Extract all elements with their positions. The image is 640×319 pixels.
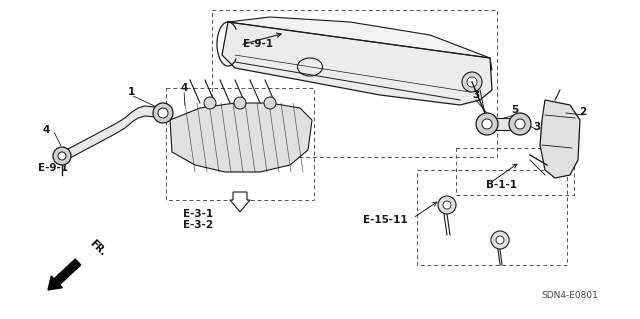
Text: 4: 4 xyxy=(42,125,50,135)
Text: 3: 3 xyxy=(533,122,541,132)
Polygon shape xyxy=(222,22,492,105)
Circle shape xyxy=(482,119,492,129)
Text: B-1-1: B-1-1 xyxy=(486,180,517,190)
Circle shape xyxy=(158,108,168,118)
Text: E-9-1: E-9-1 xyxy=(38,163,68,173)
Bar xyxy=(212,10,497,157)
Circle shape xyxy=(53,147,71,165)
Circle shape xyxy=(443,201,451,209)
Circle shape xyxy=(153,103,173,123)
Text: 3: 3 xyxy=(472,90,479,100)
Text: 2: 2 xyxy=(579,107,587,117)
Text: 4: 4 xyxy=(180,83,188,93)
Polygon shape xyxy=(170,103,312,172)
Text: E-3-2: E-3-2 xyxy=(183,220,213,230)
Text: SDN4-E0801: SDN4-E0801 xyxy=(541,291,598,300)
Polygon shape xyxy=(487,118,520,130)
Bar xyxy=(166,88,314,200)
Polygon shape xyxy=(62,106,163,162)
Text: E-9-1: E-9-1 xyxy=(243,39,273,49)
Polygon shape xyxy=(228,17,492,70)
Bar xyxy=(417,170,567,265)
Circle shape xyxy=(462,72,482,92)
FancyArrow shape xyxy=(48,259,81,290)
Circle shape xyxy=(496,236,504,244)
Circle shape xyxy=(476,113,498,135)
Circle shape xyxy=(491,231,509,249)
Circle shape xyxy=(438,196,456,214)
FancyArrow shape xyxy=(230,192,250,212)
Circle shape xyxy=(515,119,525,129)
Text: 5: 5 xyxy=(511,105,518,115)
Text: 1: 1 xyxy=(127,87,134,97)
Text: E-3-1: E-3-1 xyxy=(183,209,213,219)
Circle shape xyxy=(467,77,477,87)
Circle shape xyxy=(509,113,531,135)
Circle shape xyxy=(264,97,276,109)
Circle shape xyxy=(204,97,216,109)
Polygon shape xyxy=(540,100,580,178)
Circle shape xyxy=(58,152,66,160)
Circle shape xyxy=(234,97,246,109)
Bar xyxy=(456,148,574,195)
Text: E-15-11: E-15-11 xyxy=(364,215,408,225)
Text: FR.: FR. xyxy=(88,238,108,258)
